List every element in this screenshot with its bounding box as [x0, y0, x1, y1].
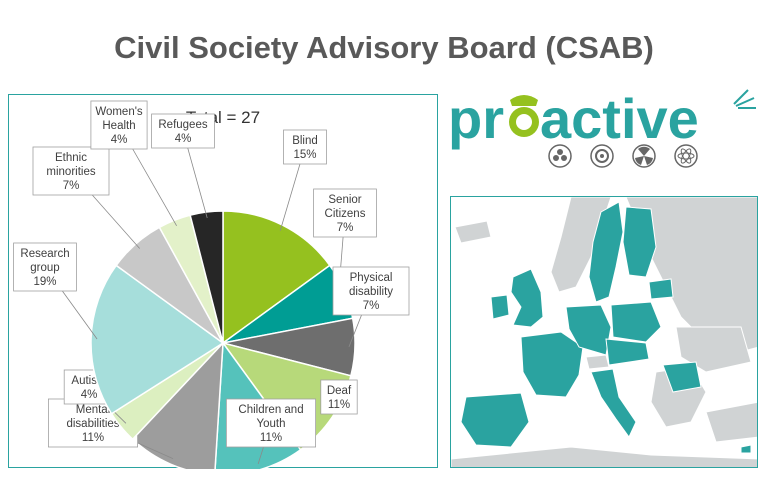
- pie-label-text: Children and: [238, 404, 303, 416]
- map-country-czech-austria: [605, 338, 650, 366]
- pie-label-text: Women's: [95, 106, 143, 118]
- pie-label-text: disability: [349, 286, 393, 298]
- pie-chart-panel: Total = 27 Blind 15% Senior Citizens 7% Physic…: [8, 94, 438, 469]
- pie-label-text: Physical: [350, 272, 393, 284]
- europe-map: [451, 197, 757, 467]
- pie-label-text: Senior: [328, 194, 361, 206]
- pie-label-text: group: [30, 262, 59, 274]
- pie-label-percent: 7%: [63, 180, 80, 192]
- map-land-turkey: [705, 401, 757, 443]
- chemical-icon: [548, 144, 572, 168]
- logo-graphic: pr active: [448, 87, 756, 168]
- map-country-cyprus: [740, 444, 752, 454]
- map-country-uk: [510, 268, 544, 328]
- map-country-italy: [590, 368, 637, 438]
- map-country-estonia-latvia: [648, 278, 674, 300]
- page-title: Civil Society Advisory Board (CSAB): [114, 30, 654, 65]
- pie-label-percent: 4%: [81, 389, 98, 401]
- europe-map-panel: [450, 196, 758, 468]
- pie-slice-research-group: [90, 264, 225, 415]
- pie-label-box: [13, 242, 77, 292]
- pie-label-box: [313, 188, 377, 238]
- map-land-norway: [550, 197, 612, 293]
- pie-label-text: disabilities: [66, 418, 119, 430]
- pie-slice-deaf: [221, 341, 352, 451]
- pie-label-text: Deaf: [327, 385, 352, 397]
- pie-label-percent: 11%: [260, 432, 282, 444]
- pie-label-text: Health: [102, 120, 135, 132]
- pie-label-percent: 11%: [82, 432, 104, 444]
- map-country-finland: [622, 206, 657, 278]
- pie-label-percent: 11%: [328, 399, 350, 411]
- map-country-ireland: [490, 294, 510, 320]
- pie-label-percent: 19%: [33, 276, 56, 288]
- logo-hat-icon: [509, 95, 539, 137]
- map-land-ukraine: [675, 326, 752, 373]
- pie-label-text: Citizens: [325, 208, 366, 220]
- pie-label-box: [90, 100, 148, 150]
- pie-label-percent: 4%: [111, 134, 128, 146]
- proactive-logo: pr active: [448, 86, 760, 176]
- pie-chart: Total = 27Blind15%SeniorCitizens7%Physic…: [13, 100, 410, 469]
- pie-label-box: [225, 398, 316, 448]
- pie-label-text: Ethnic: [55, 152, 87, 164]
- map-country-romania: [662, 361, 702, 393]
- map-country-spain: [460, 392, 530, 448]
- pie-label-text: Blind: [292, 135, 318, 147]
- pie-label-text: Youth: [257, 418, 286, 430]
- logo-sparkle-icon: [733, 89, 756, 109]
- map-country-poland: [610, 301, 662, 343]
- logo-text-pre: pr: [448, 87, 504, 150]
- map-country-sweden: [588, 201, 624, 303]
- map-land-switzerland: [585, 354, 610, 370]
- pie-label-box: [32, 146, 110, 196]
- map-country-germany: [565, 304, 612, 356]
- pie-slice-refugees: [189, 210, 224, 344]
- pie-label-percent: 7%: [363, 300, 380, 312]
- pie-label-box: [283, 129, 327, 165]
- pie-label-text: minorities: [46, 166, 95, 178]
- pie-label-box: [332, 266, 410, 316]
- radiation-icon: [632, 144, 656, 168]
- pie-label-percent: 7%: [337, 222, 354, 234]
- biohazard-icon: [590, 144, 614, 168]
- pie-label-box: [151, 113, 215, 149]
- pie-label-text: Mental: [76, 404, 111, 416]
- pie-label-percent: 15%: [293, 149, 316, 161]
- map-land-iceland: [454, 220, 492, 244]
- pie-label-text: Research: [20, 248, 69, 260]
- map-land-africa: [451, 446, 757, 467]
- pie-label-text: Refugees: [158, 119, 207, 131]
- atom-icon: [674, 144, 698, 168]
- pie-slice-blind: [222, 210, 331, 345]
- map-country-france: [520, 331, 584, 398]
- pie-label-percent: 4%: [175, 133, 192, 145]
- logo-text-post: active: [540, 87, 699, 150]
- pie-label-box: [320, 379, 358, 415]
